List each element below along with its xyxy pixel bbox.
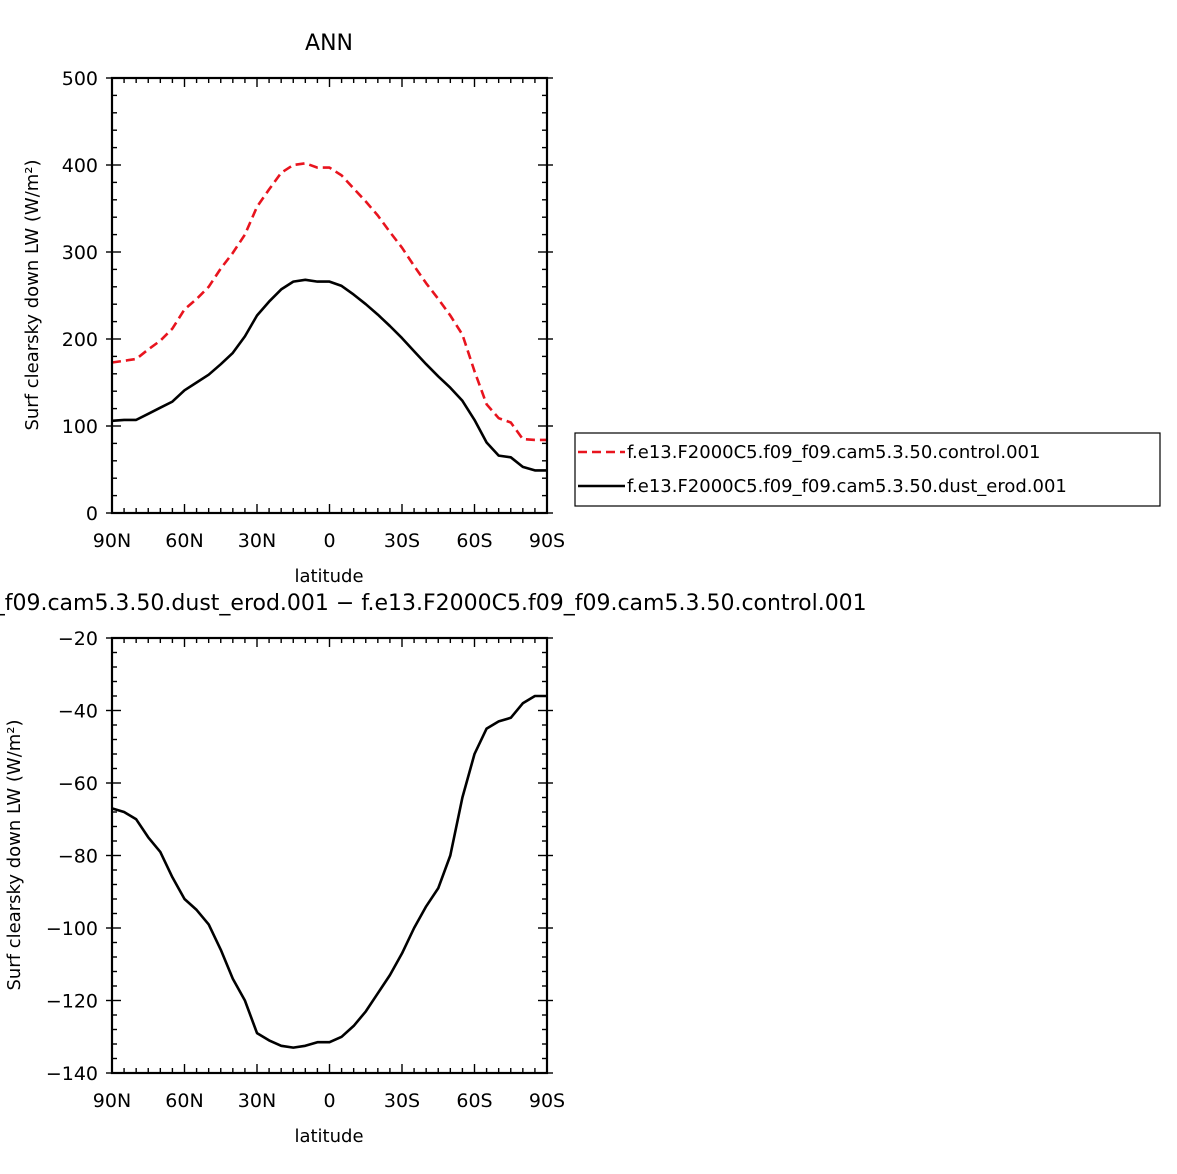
bottom-x-tick-label: 90S (529, 1090, 565, 1112)
bottom-y-tick-label: −20 (58, 628, 98, 650)
bottom-x-tick-label: 0 (323, 1090, 335, 1112)
top-x-tick-label: 30S (384, 530, 420, 552)
legend-label-control: f.e13.F2000C5.f09_f09.cam5.3.50.control.… (627, 442, 1040, 463)
top-panel: ANN latitude Surf clearsky down LW (W/m²… (22, 31, 565, 587)
top-x-tick-label: 60S (456, 530, 492, 552)
bottom-y-tick-label: −40 (58, 701, 98, 723)
bottom-y-tick-label: −80 (58, 846, 98, 868)
bottom-x-tick-label: 90N (93, 1090, 131, 1112)
bottom-y-axis-label: Surf clearsky down LW (W/m²) (4, 719, 25, 990)
top-y-tick-label: 0 (86, 503, 98, 525)
top-plot-frame (110, 76, 549, 515)
top-y-tick-label: 500 (62, 68, 98, 90)
legend-box (574, 432, 1161, 507)
top-x-axis-label: latitude (294, 566, 363, 587)
bottom-x-axis-label: latitude (294, 1126, 363, 1147)
bottom-x-tick-label: 30S (384, 1090, 420, 1112)
top-x-tick-label: 0 (323, 530, 335, 552)
top-series-line-1 (111, 278, 547, 472)
bottom-x-tick-label: 60N (165, 1090, 203, 1112)
legend-label-dust-erod: f.e13.F2000C5.f09_f09.cam5.3.50.dust_ero… (627, 476, 1067, 497)
bottom-series-line-0 (111, 694, 547, 1049)
top-x-tick-label: 90N (93, 530, 131, 552)
top-y-tick-label: 100 (62, 416, 98, 438)
bottom-chart-title: f.e13.F2000C5.f09_f09.cam5.3.50.dust_ero… (0, 591, 867, 616)
bottom-plot-frame (110, 636, 549, 1075)
legend: f.e13.F2000C5.f09_f09.cam5.3.50.control.… (574, 432, 1161, 507)
top-y-tick-label: 400 (62, 155, 98, 177)
bottom-panel: f.e13.F2000C5.f09_f09.cam5.3.50.dust_ero… (0, 591, 867, 1147)
bottom-x-tick-label: 30N (238, 1090, 276, 1112)
top-y-tick-label: 300 (62, 242, 98, 264)
top-y-axis-label: Surf clearsky down LW (W/m²) (22, 159, 43, 430)
bottom-y-tick-label: −140 (46, 1063, 98, 1085)
top-series-line-0 (111, 162, 547, 442)
bottom-y-tick-label: −100 (46, 918, 98, 940)
top-x-tick-label: 30N (238, 530, 276, 552)
top-x-tick-label: 90S (529, 530, 565, 552)
top-y-tick-label: 200 (62, 329, 98, 351)
bottom-y-tick-label: −120 (46, 991, 98, 1013)
top-chart-title: ANN (305, 31, 353, 56)
bottom-y-tick-label: −60 (58, 773, 98, 795)
top-x-tick-label: 60N (165, 530, 203, 552)
bottom-x-tick-label: 60S (456, 1090, 492, 1112)
